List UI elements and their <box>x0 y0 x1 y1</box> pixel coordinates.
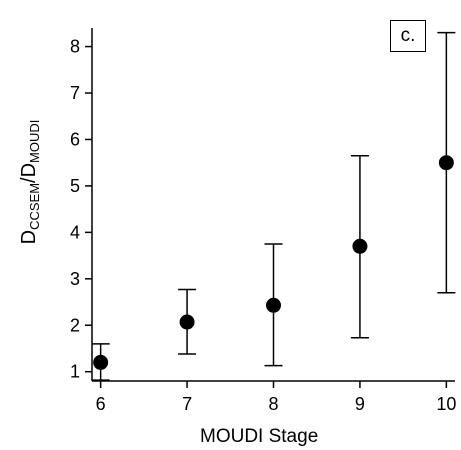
data-point <box>266 297 281 313</box>
y-tick-label: 2 <box>70 315 80 335</box>
y-tick-label: 5 <box>70 176 80 196</box>
axes <box>85 28 455 388</box>
data-point <box>438 155 454 171</box>
y-axis-label-main: D <box>18 229 40 245</box>
y-axis-label-sep: /D <box>18 162 40 183</box>
y-tick-label: 3 <box>70 269 80 289</box>
tick-labels: 1 2 3 4 5 6 7 8 6 7 8 9 10 <box>70 37 456 414</box>
panel-label: c. <box>390 20 426 52</box>
x-tick-label: 8 <box>268 394 278 414</box>
x-tick-label: 7 <box>182 394 192 414</box>
data-point <box>93 354 109 370</box>
data-point <box>352 238 368 254</box>
y-tick-label: 4 <box>70 222 80 242</box>
x-tick-label: 6 <box>96 394 106 414</box>
y-tick-label: 1 <box>70 362 80 382</box>
y-tick-label: 7 <box>70 83 80 103</box>
y-tick-label: 6 <box>70 129 80 149</box>
y-tick-label: 8 <box>70 37 80 57</box>
y-axis-label: DCCSEM/DMOUDI <box>18 120 42 245</box>
data-points <box>93 155 454 370</box>
x-tick-label: 10 <box>436 394 456 414</box>
y-axis-label-sub1: CCSEM <box>27 182 42 230</box>
data-point <box>179 314 195 330</box>
error-bars <box>91 31 456 381</box>
x-tick-label: 9 <box>355 394 365 414</box>
y-axis-label-sub2: MOUDI <box>27 119 42 163</box>
x-axis-label: MOUDI Stage <box>200 426 319 447</box>
